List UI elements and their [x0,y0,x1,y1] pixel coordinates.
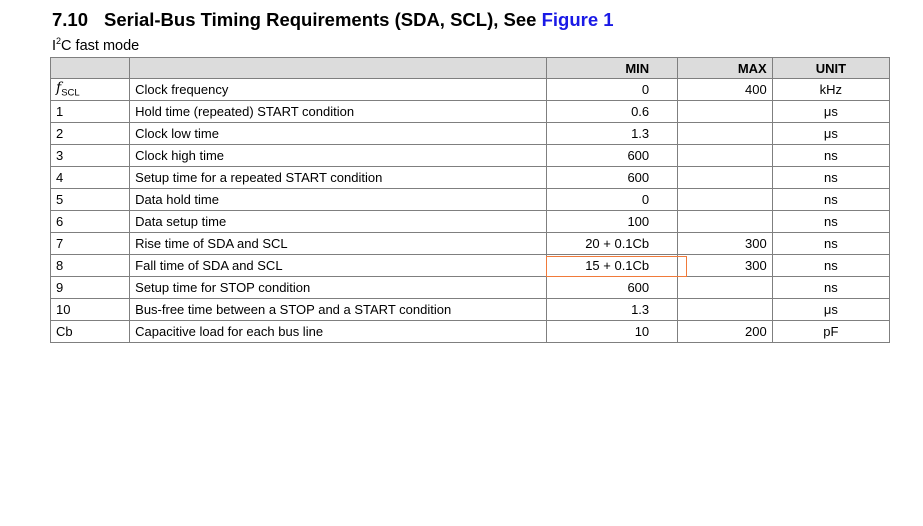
row-parameter: Setup time for STOP condition [129,276,547,299]
row-max [677,166,773,189]
table-row: 5 Data hold time 0 ns [49,188,891,211]
table-row: 10 Bus-free time between a STOP and a ST… [49,298,891,321]
row-min: 100 [545,210,679,233]
header-id [49,57,131,79]
row-max [677,276,773,299]
header-parameter [129,57,547,79]
row-id: 2 [49,122,131,145]
row-min-highlighted[interactable]: 15 + 0.1Cb [545,254,679,277]
section-heading: 7.10 Serial-Bus Timing Requirements (SDA,… [52,8,614,32]
row-min: 0.6 [545,100,679,123]
row-id: 3 [49,144,131,167]
row-parameter: Rise time of SDA and SCL [129,232,547,255]
row-min: 0 [545,78,679,101]
table-row: 9 Setup time for STOP condition 600 ns [49,276,891,299]
row-min: 600 [545,144,679,167]
row-min: 600 [545,276,679,299]
row-id: fSCL [49,78,131,101]
row-parameter: Capacitive load for each bus line [129,320,547,343]
header-min: MIN [545,57,679,79]
table-row: 6 Data setup time 100 ns [49,210,891,233]
table-row: fSCL Clock frequency 0 400 kHz [49,78,891,101]
table-row: Cb Capacitive load for each bus line 10 … [49,320,891,343]
row-id: Cb [49,320,131,343]
row-unit: μs [771,298,891,321]
row-unit: pF [771,320,891,343]
row-parameter: Setup time for a repeated START conditio… [129,166,547,189]
row-max: 300 [677,232,773,255]
row-unit: ns [771,210,891,233]
row-max [677,188,773,211]
section-title: Serial-Bus Timing Requirements (SDA, SCL… [104,9,542,30]
row-max: 200 [677,320,773,343]
row-max [677,100,773,123]
row-id: 4 [49,166,131,189]
row-max: 400 [677,78,773,101]
row-max [677,144,773,167]
row-id: 1 [49,100,131,123]
caption-prefix: I [52,38,57,54]
table-row: 1 Hold time (repeated) START condition 0… [49,100,891,123]
row-unit: ns [771,232,891,255]
row-id: 9 [49,276,131,299]
table-row: 3 Clock high time 600 ns [49,144,891,167]
row-id: 6 [49,210,131,233]
row-max [677,298,773,321]
table-row: 7 Rise time of SDA and SCL 20 + 0.1Cb 30… [49,232,891,255]
figure-link[interactable]: Figure 1 [541,9,614,30]
table-header-row: MIN MAX UNIT [49,57,891,79]
row-parameter: Clock frequency [129,78,547,101]
row-id-symbol: f [56,80,62,97]
row-unit: ns [771,144,891,167]
row-min: 20 + 0.1Cb [545,232,679,255]
table-row: 8 Fall time of SDA and SCL 15 + 0.1Cb 30… [49,254,891,277]
row-id: 10 [49,298,131,321]
row-unit: μs [771,100,891,123]
row-min: 600 [545,166,679,189]
row-unit: ns [771,276,891,299]
row-min: 10 [545,320,679,343]
header-max: MAX [677,57,773,79]
table-caption: I2C fast mode [52,36,139,56]
row-min: 0 [545,188,679,211]
table-row: 4 Setup time for a repeated START condit… [49,166,891,189]
row-parameter: Fall time of SDA and SCL [129,254,547,277]
row-parameter: Bus-free time between a STOP and a START… [129,298,547,321]
section-number: 7.10 [52,9,89,30]
row-max: 300 [677,254,773,277]
timing-table: MIN MAX UNIT fSCL Clock frequency 0 400 … [49,57,891,343]
row-parameter: Data setup time [129,210,547,233]
caption-superscript: 2 [56,36,62,46]
row-min: 1.3 [545,122,679,145]
row-unit: ns [771,254,891,277]
row-id-subscript: SCL [61,87,80,99]
row-unit: ns [771,188,891,211]
row-id: 8 [49,254,131,277]
header-unit: UNIT [771,57,891,79]
row-parameter: Clock high time [129,144,547,167]
row-unit: ns [771,166,891,189]
row-parameter: Clock low time [129,122,547,145]
row-min: 1.3 [545,298,679,321]
row-id: 7 [49,232,131,255]
row-id: 5 [49,188,131,211]
table-row: 2 Clock low time 1.3 μs [49,122,891,145]
row-unit: μs [771,122,891,145]
row-max [677,122,773,145]
row-parameter: Hold time (repeated) START condition [129,100,547,123]
row-parameter: Data hold time [129,188,547,211]
row-unit: kHz [771,78,891,101]
caption-suffix: C fast mode [61,38,140,54]
row-max [677,210,773,233]
